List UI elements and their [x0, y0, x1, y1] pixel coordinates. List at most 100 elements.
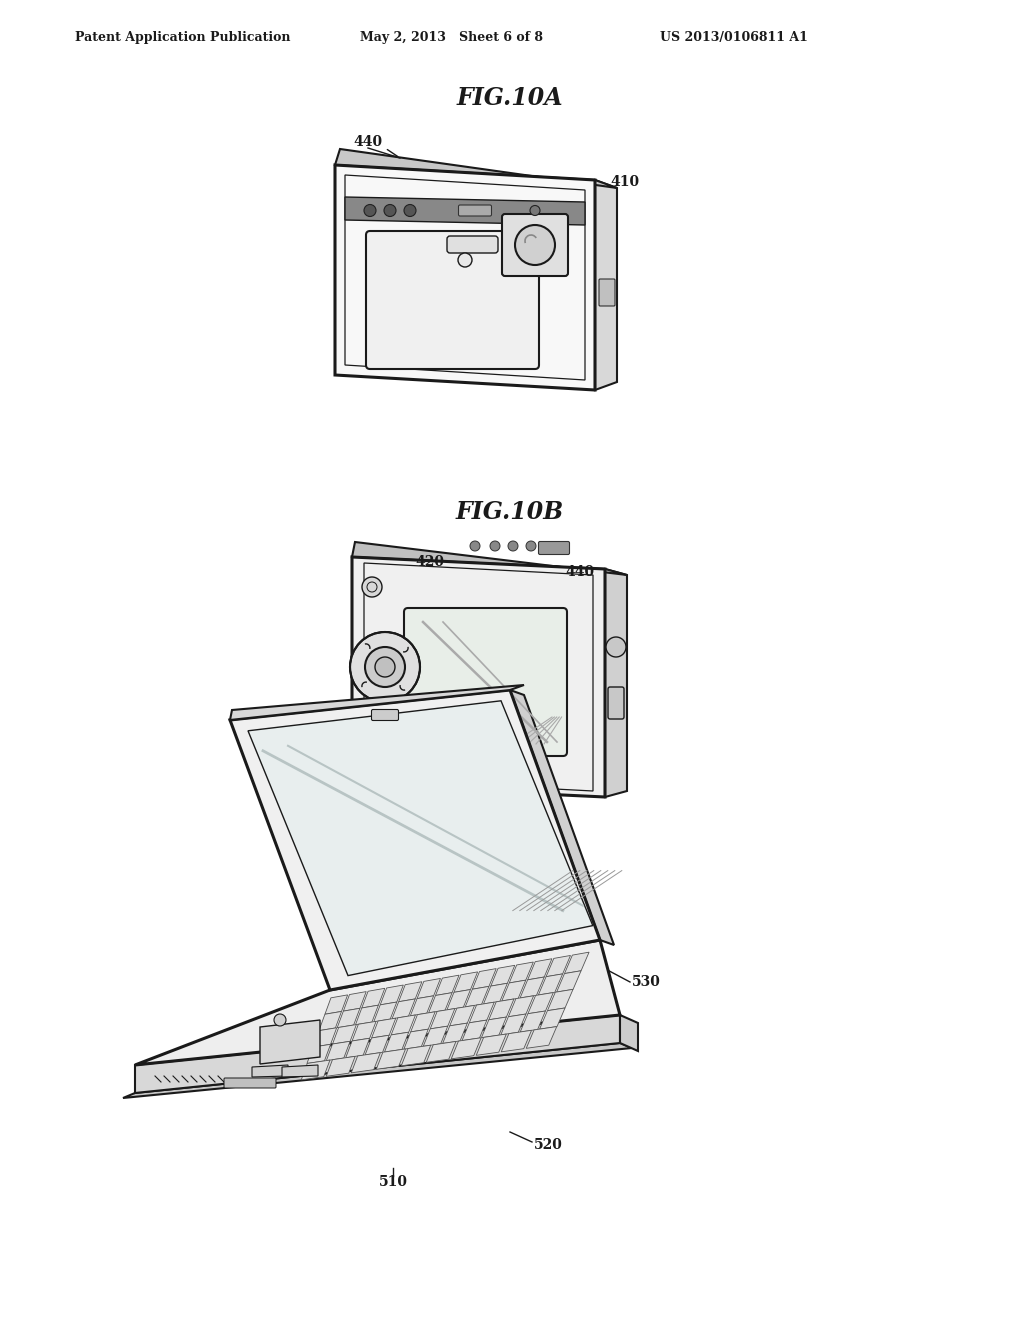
Polygon shape — [361, 989, 385, 1008]
Polygon shape — [282, 1065, 318, 1077]
Circle shape — [404, 205, 416, 216]
Polygon shape — [135, 940, 620, 1065]
Circle shape — [458, 253, 472, 267]
Polygon shape — [325, 995, 347, 1014]
Polygon shape — [403, 1030, 428, 1049]
Polygon shape — [346, 1039, 370, 1057]
Polygon shape — [548, 990, 573, 1011]
FancyBboxPatch shape — [459, 205, 492, 216]
Text: 410: 410 — [610, 176, 639, 189]
Text: May 2, 2013   Sheet 6 of 8: May 2, 2013 Sheet 6 of 8 — [360, 30, 543, 44]
Text: 440: 440 — [353, 135, 383, 149]
Polygon shape — [318, 1011, 342, 1031]
Polygon shape — [595, 180, 617, 389]
FancyBboxPatch shape — [502, 214, 568, 276]
FancyBboxPatch shape — [224, 1078, 276, 1088]
Polygon shape — [527, 958, 552, 979]
Polygon shape — [398, 982, 422, 1002]
Text: FIG.11: FIG.11 — [466, 830, 554, 854]
Polygon shape — [352, 543, 627, 576]
Polygon shape — [248, 701, 593, 975]
FancyBboxPatch shape — [539, 541, 569, 554]
Polygon shape — [313, 1028, 337, 1047]
Polygon shape — [230, 685, 524, 719]
Polygon shape — [509, 962, 534, 983]
Circle shape — [362, 577, 382, 597]
Circle shape — [365, 647, 406, 686]
Polygon shape — [376, 1049, 406, 1069]
Text: 420: 420 — [416, 554, 444, 569]
FancyBboxPatch shape — [499, 766, 521, 779]
FancyBboxPatch shape — [608, 686, 624, 719]
Circle shape — [375, 657, 395, 677]
Polygon shape — [401, 1045, 431, 1065]
Polygon shape — [426, 1041, 456, 1063]
Polygon shape — [343, 991, 367, 1011]
Polygon shape — [352, 557, 605, 797]
Polygon shape — [252, 1065, 288, 1077]
FancyBboxPatch shape — [372, 710, 398, 721]
Polygon shape — [123, 1043, 632, 1098]
Polygon shape — [526, 1027, 557, 1048]
FancyBboxPatch shape — [366, 231, 539, 370]
Polygon shape — [502, 1031, 531, 1052]
Polygon shape — [488, 999, 514, 1020]
Circle shape — [350, 632, 420, 702]
Polygon shape — [327, 1041, 350, 1060]
Polygon shape — [520, 977, 544, 998]
Polygon shape — [411, 1011, 435, 1032]
Polygon shape — [520, 1011, 546, 1032]
Polygon shape — [327, 1056, 355, 1076]
Polygon shape — [423, 1026, 447, 1047]
FancyBboxPatch shape — [479, 766, 501, 779]
Polygon shape — [384, 1032, 409, 1052]
Circle shape — [508, 541, 518, 550]
Polygon shape — [557, 970, 581, 993]
Circle shape — [490, 541, 500, 550]
Polygon shape — [230, 690, 600, 990]
Polygon shape — [429, 993, 452, 1012]
Text: FIG.10B: FIG.10B — [456, 500, 564, 524]
Circle shape — [606, 638, 626, 657]
Text: 430: 430 — [321, 774, 349, 787]
Polygon shape — [502, 981, 525, 1001]
Text: 510: 510 — [379, 1175, 408, 1189]
Polygon shape — [417, 978, 440, 999]
Polygon shape — [490, 965, 515, 986]
Text: 520: 520 — [534, 1138, 563, 1152]
Polygon shape — [372, 1018, 396, 1038]
Polygon shape — [564, 952, 589, 974]
FancyBboxPatch shape — [404, 609, 567, 756]
Polygon shape — [508, 995, 534, 1016]
Polygon shape — [546, 956, 570, 977]
Polygon shape — [301, 1060, 330, 1080]
Polygon shape — [335, 149, 617, 187]
Polygon shape — [620, 1015, 638, 1051]
Circle shape — [274, 1014, 286, 1026]
Circle shape — [364, 205, 376, 216]
Polygon shape — [260, 1020, 319, 1064]
Polygon shape — [411, 995, 433, 1016]
FancyBboxPatch shape — [459, 766, 481, 779]
Polygon shape — [335, 165, 595, 389]
Polygon shape — [472, 969, 497, 989]
Polygon shape — [540, 1008, 565, 1030]
Text: FIG.10A: FIG.10A — [457, 86, 563, 110]
Polygon shape — [430, 1008, 455, 1028]
FancyBboxPatch shape — [447, 236, 498, 253]
Polygon shape — [452, 1038, 481, 1059]
Circle shape — [515, 224, 555, 265]
FancyBboxPatch shape — [599, 279, 615, 306]
Polygon shape — [469, 1002, 495, 1023]
Polygon shape — [337, 1008, 359, 1028]
Polygon shape — [528, 993, 553, 1014]
Text: 440: 440 — [565, 565, 594, 579]
Circle shape — [470, 541, 480, 550]
Circle shape — [384, 205, 396, 216]
Polygon shape — [366, 1035, 389, 1055]
Polygon shape — [446, 990, 470, 1010]
Polygon shape — [352, 1022, 376, 1041]
Polygon shape — [351, 1052, 380, 1073]
Polygon shape — [135, 1015, 620, 1093]
Polygon shape — [435, 975, 459, 995]
